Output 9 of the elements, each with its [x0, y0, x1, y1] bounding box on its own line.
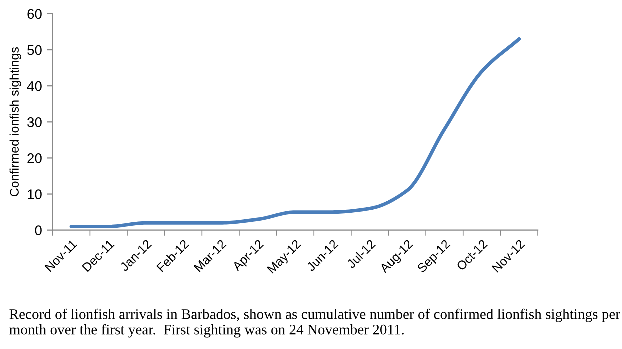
y-tick-label: 50: [28, 45, 42, 56]
text: Record of lionfish arrivals in Barbados, shown as cumulative number of confirmed lionfish sightings per month over the first year. First sighting was on 24 November 2011.: [10, 308, 620, 338]
y-tick-label: 20: [28, 154, 42, 164]
y-tick-label: 60: [28, 9, 42, 20]
y-tick-label: 0: [35, 226, 42, 236]
y-tick-label: 40: [27, 81, 42, 92]
y-tick-label: 30: [28, 117, 42, 128]
y-tick-label: 10: [28, 190, 42, 200]
y-axis-title: Confirmed ionfish sightings: [10, 48, 22, 197]
